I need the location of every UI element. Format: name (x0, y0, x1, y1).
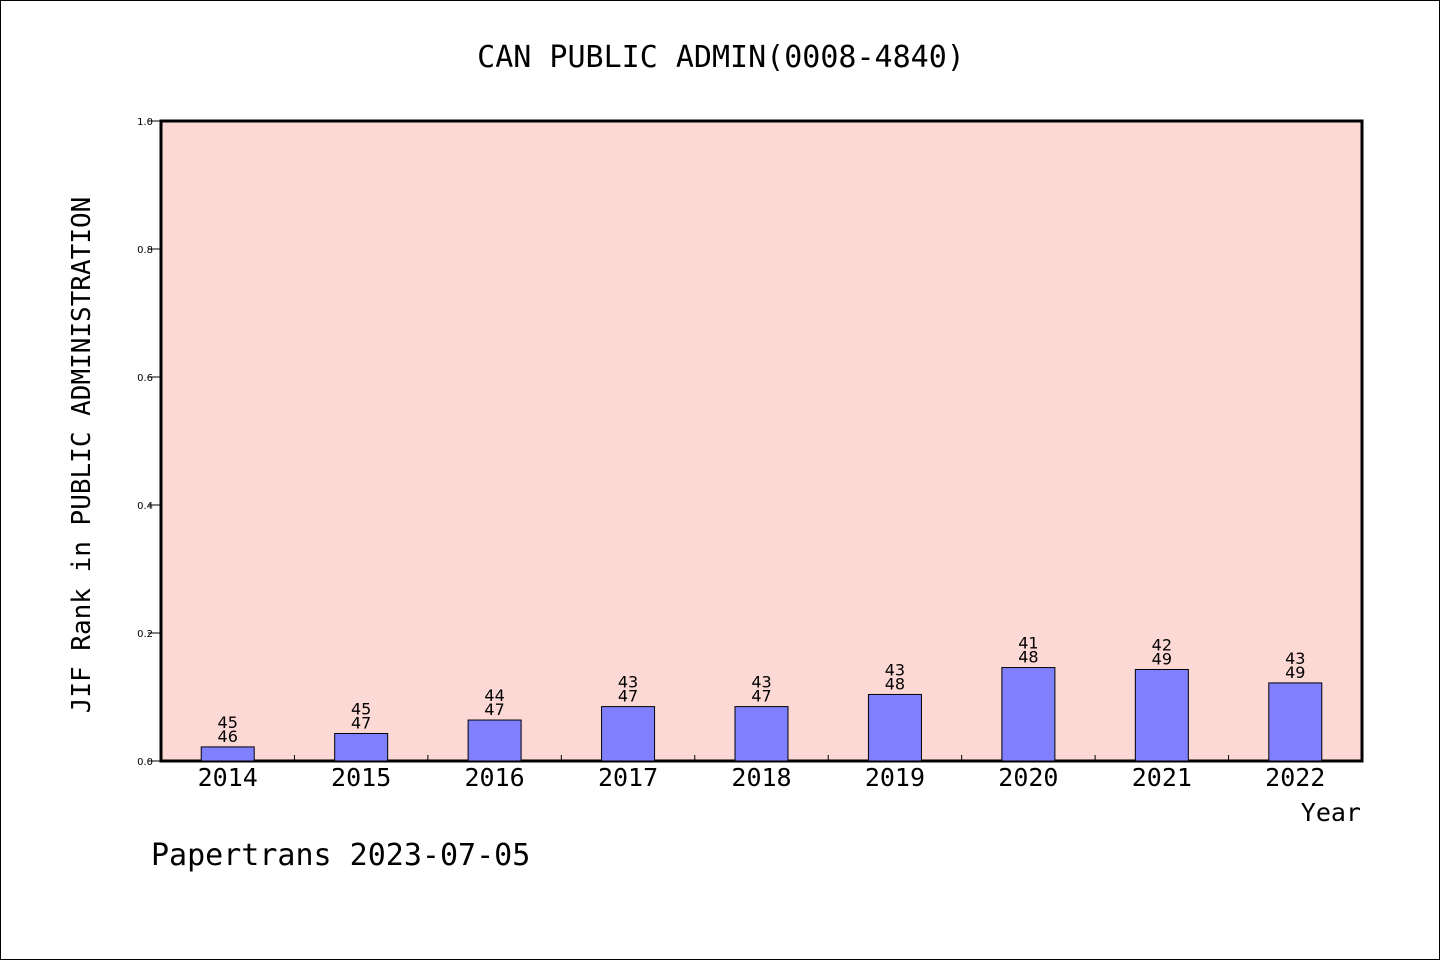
y-tick-label: 1.0 (137, 117, 153, 128)
y-tick-label: 0.2 (137, 629, 153, 640)
bar (1001, 667, 1056, 762)
data-label-rank: 44 (484, 686, 504, 705)
y-tick-label: 0.4 (137, 501, 153, 512)
x-tick-label: 2019 (865, 763, 925, 792)
data-label-total: 47 (484, 700, 504, 719)
x-ticks: 2014 2015 2016 2017 2018 2019 2020 2021 2022 (198, 755, 1325, 792)
data-label-total: 48 (1018, 648, 1038, 667)
data-label-total: 47 (351, 713, 371, 732)
footer-text: Papertrans 2023-07-05 (151, 838, 530, 873)
x-tick-label: 2014 (198, 763, 258, 792)
bar (1268, 682, 1323, 762)
bar (867, 693, 922, 762)
data-label-rank: 43 (618, 673, 638, 692)
x-tick-label: 2016 (465, 763, 525, 792)
y-axis-label: JIF Rank in PUBLIC ADMINISTRATION (67, 197, 97, 714)
data-label-total: 47 (751, 687, 771, 706)
data-label-total: 47 (618, 687, 638, 706)
plot-area (159, 119, 1364, 763)
y-ticks: 0.0 0.2 0.4 0.6 0.8 1.0 (137, 117, 161, 768)
data-label-rank: 43 (751, 673, 771, 692)
x-tick-label: 2018 (731, 763, 791, 792)
y-tick-label: 0.8 (137, 245, 153, 256)
data-label-rank: 43 (885, 660, 905, 679)
data-label-total: 48 (885, 674, 905, 693)
data-label-rank: 41 (1018, 634, 1038, 653)
x-tick-label: 2017 (598, 763, 658, 792)
x-tick-label: 2022 (1265, 763, 1325, 792)
x-tick-label: 2020 (998, 763, 1058, 792)
x-tick-label: 2021 (1132, 763, 1192, 792)
data-label-rank: 42 (1152, 635, 1172, 654)
chart-title: CAN PUBLIC ADMIN(0008-4840) (477, 40, 965, 75)
data-label-rank: 45 (351, 699, 371, 718)
y-tick-label: 0.6 (137, 373, 153, 384)
bar (734, 706, 789, 762)
bar (1134, 668, 1189, 762)
data-label-rank: 45 (218, 713, 238, 732)
y-tick-label: 0.0 (137, 757, 153, 768)
bars (200, 667, 1323, 762)
data-label-total: 49 (1152, 649, 1172, 668)
bar (467, 719, 522, 762)
data-label-total: 46 (218, 727, 238, 746)
data-label-rank: 43 (1285, 649, 1305, 668)
bar (334, 732, 389, 762)
x-tick-label: 2015 (331, 763, 391, 792)
x-axis-label: Year (1301, 798, 1361, 827)
bar (601, 706, 656, 762)
bar (200, 746, 255, 762)
data-label-total: 49 (1285, 663, 1305, 682)
